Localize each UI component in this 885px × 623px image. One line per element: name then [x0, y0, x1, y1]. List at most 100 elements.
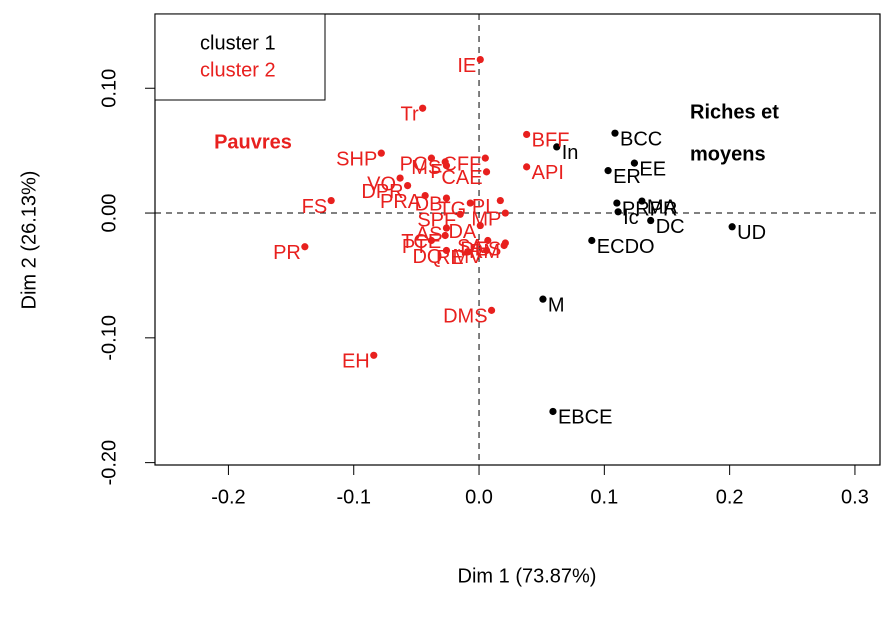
point-label: Tr [401, 103, 419, 125]
point-label: ECDO [597, 236, 655, 258]
point [614, 208, 622, 216]
x-tick-label: -0.1 [336, 486, 370, 508]
point-label: UD [737, 222, 766, 244]
point [327, 196, 335, 205]
point [523, 130, 531, 139]
point [553, 143, 561, 151]
x-tick-label: 0.1 [590, 486, 618, 508]
y-tick-label: -0.10 [98, 315, 120, 361]
point [466, 199, 474, 207]
x-axis-label: Dim 1 (73.87%) [458, 565, 597, 587]
point-label: MV [453, 246, 484, 268]
point-label: PL [472, 196, 496, 218]
point [377, 149, 385, 157]
point [442, 194, 451, 202]
point [588, 236, 596, 245]
point [604, 167, 612, 175]
legend-label: cluster 2 [200, 59, 276, 81]
point-label: F [430, 161, 442, 183]
point [442, 224, 451, 232]
annotation: Riches et [690, 101, 779, 123]
point [611, 129, 619, 137]
point-label: DB [415, 193, 443, 215]
point-label: BFF [532, 130, 570, 152]
point [442, 162, 451, 170]
point [301, 243, 309, 251]
point-label: API [532, 162, 564, 184]
annotation: moyens [690, 143, 766, 165]
point-label: SA [457, 236, 484, 258]
point-label: TCE [401, 231, 441, 253]
point [482, 168, 491, 176]
point [482, 246, 491, 255]
point-label: Ic [623, 207, 639, 229]
point-label: CAE [441, 167, 482, 189]
point-label: DMS [443, 306, 487, 328]
point [728, 223, 736, 231]
point [647, 216, 655, 225]
point [523, 163, 531, 171]
annotation: Pauvres [214, 131, 292, 153]
point-label: EH [342, 351, 370, 373]
y-tick-label: 0.10 [98, 69, 120, 108]
y-axis-label: Dim 2 (26.13%) [18, 171, 40, 310]
point-label: M [548, 294, 565, 316]
point [404, 181, 412, 190]
point-label: PT [402, 236, 428, 258]
point-label: DQ [412, 246, 442, 268]
legend-label: cluster 1 [200, 32, 276, 54]
point [396, 174, 404, 182]
point [630, 159, 639, 167]
x-tick-label: 0.0 [465, 486, 493, 508]
point [613, 199, 621, 207]
point-label: DA [448, 221, 476, 243]
point-label: BCC [620, 128, 662, 150]
point [476, 221, 484, 230]
point-label: CFF [442, 153, 481, 175]
point-label: PRPR [622, 198, 678, 220]
point-label: RM [469, 241, 500, 263]
x-tick-label: -0.2 [211, 486, 245, 508]
point-label: VO [367, 173, 396, 195]
point [442, 246, 451, 255]
y-tick-label: -0.20 [98, 440, 120, 486]
point-label: PC [400, 153, 428, 175]
point [427, 236, 436, 245]
point [427, 154, 436, 162]
point [487, 306, 496, 314]
point-label: EBCE [558, 407, 612, 429]
point-label: EE [639, 158, 666, 180]
point-label: ER [613, 166, 641, 188]
point-label: RE [436, 247, 464, 269]
point-label: In [562, 142, 579, 164]
point-label: MS [411, 157, 441, 179]
point [370, 351, 378, 359]
point [421, 191, 429, 200]
point [638, 197, 646, 205]
plot-frame [154, 13, 881, 466]
y-tick-label: 0.00 [98, 194, 120, 233]
point-label: MA [647, 196, 678, 218]
point [496, 196, 504, 205]
point-label: PRA [380, 191, 422, 213]
point [501, 209, 509, 217]
point [539, 295, 547, 303]
point [441, 231, 449, 240]
point-label: FS [302, 196, 328, 218]
point [456, 210, 464, 218]
point-label: IE [457, 55, 476, 77]
point-label: DES [460, 238, 501, 260]
point [484, 236, 492, 245]
point [481, 154, 489, 162]
point-label: AS [416, 223, 443, 245]
point-label: PR [273, 242, 301, 264]
point-label: SHP [336, 148, 377, 170]
x-tick-label: 0.2 [716, 486, 744, 508]
point-label: DPR [361, 181, 403, 203]
point-label: DC [656, 216, 685, 238]
point [549, 407, 557, 416]
point [419, 104, 427, 112]
point [500, 241, 508, 250]
